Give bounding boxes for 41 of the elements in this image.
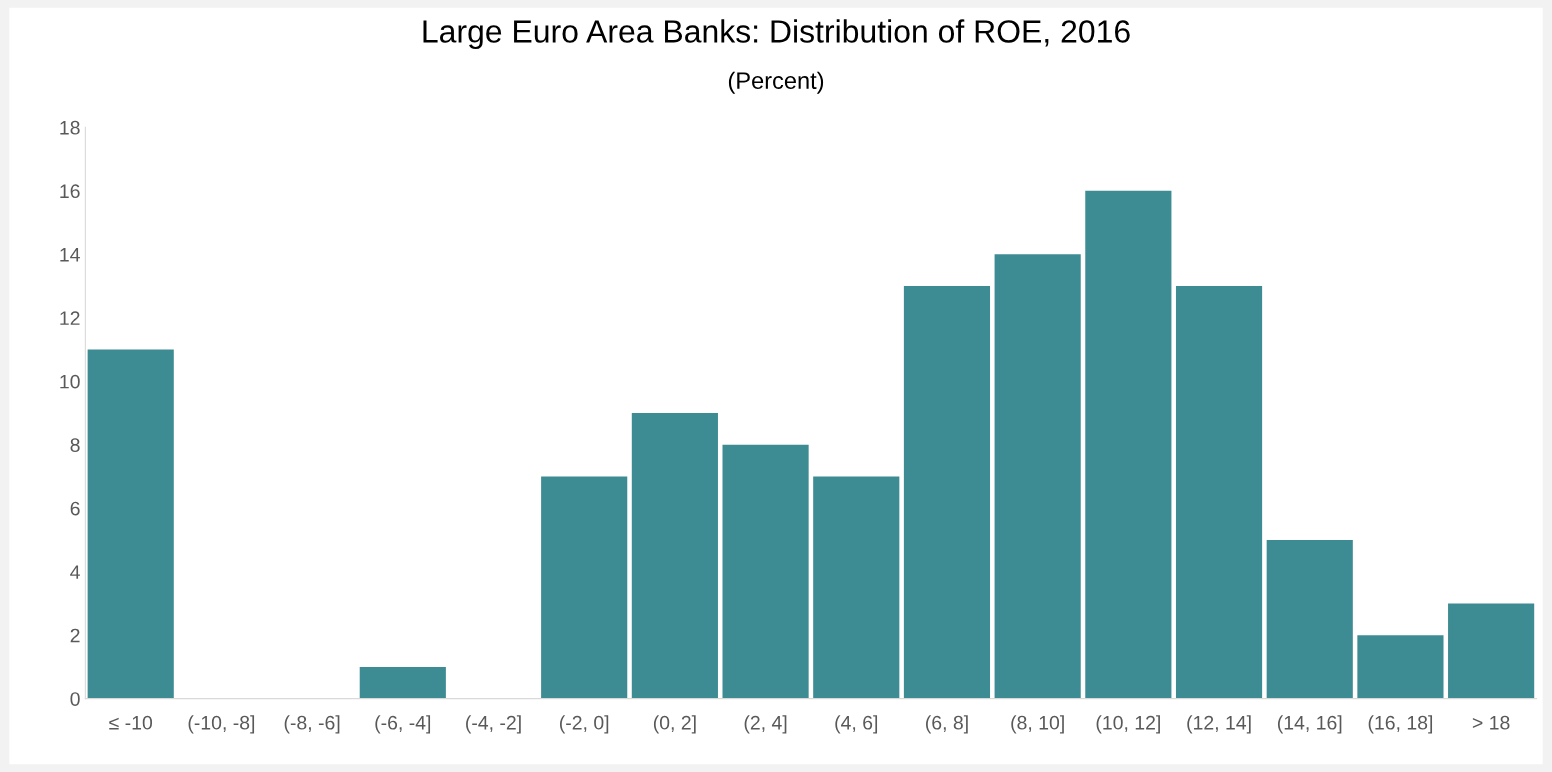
y-tick-label: 16 [60, 184, 80, 199]
y-tick-label: 6 [70, 501, 80, 516]
bar [1448, 603, 1535, 699]
bar [1357, 635, 1444, 699]
y-tick-label: 8 [70, 438, 80, 452]
bar [87, 349, 174, 699]
x-tick-label: (-10, -8] [188, 715, 255, 734]
x-tick-label: (-8, -6] [284, 715, 340, 734]
x-tick-label: (4, 6] [835, 715, 878, 734]
y-tick-label: 10 [60, 374, 80, 389]
bar [631, 413, 718, 699]
x-tick-label: (12, 14] [1187, 715, 1251, 734]
x-tick-label: (0, 2] [653, 715, 696, 734]
bar [722, 444, 809, 699]
y-tick-label: 4 [70, 565, 80, 579]
chart-subtitle: (Percent) [728, 71, 824, 94]
bar [541, 476, 628, 699]
bar [1175, 286, 1263, 699]
x-tick-label: (16, 18] [1368, 715, 1433, 734]
x-tick-label: (-2, 0] [560, 715, 609, 734]
bar [359, 666, 446, 699]
y-tick-label: 0 [70, 692, 80, 706]
chart-title: Large Euro Area Banks: Distribution of ROE, 2016 [423, 19, 1130, 50]
y-tick-label: 12 [60, 311, 80, 325]
bar [1266, 539, 1353, 699]
x-tick-label: (2, 4] [744, 715, 787, 734]
x-tick-label: (-6, -4] [375, 715, 431, 734]
bar [813, 476, 900, 699]
bar [1085, 190, 1172, 699]
x-tick-label: (-4, -2] [466, 715, 521, 734]
bar [994, 254, 1081, 699]
y-tick-label: 18 [60, 120, 80, 135]
x-tick-label: (14, 16] [1277, 715, 1342, 734]
x-tick-label: (10, 12] [1096, 715, 1160, 734]
x-tick-label: (8, 10] [1011, 715, 1064, 734]
bar [903, 286, 991, 699]
x-tick-label: ≤ -10 [109, 715, 153, 730]
y-tick-label: 2 [70, 628, 80, 643]
x-tick-label: > 18 [1472, 715, 1510, 730]
x-tick-label: (6, 8] [926, 715, 968, 734]
y-tick-label: 14 [60, 248, 80, 262]
